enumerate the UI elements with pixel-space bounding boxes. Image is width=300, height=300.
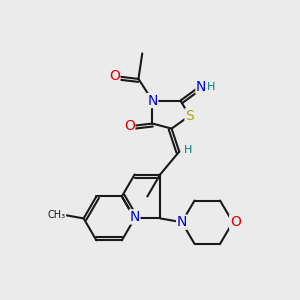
Text: S: S <box>185 109 194 123</box>
Text: H: H <box>184 145 192 155</box>
Text: N: N <box>177 215 187 229</box>
Text: O: O <box>109 69 120 83</box>
Text: N: N <box>147 94 158 108</box>
Text: N: N <box>129 210 140 224</box>
Text: N: N <box>196 80 206 94</box>
Text: O: O <box>230 215 241 229</box>
Text: CH₃: CH₃ <box>47 210 66 220</box>
Text: O: O <box>124 119 135 133</box>
Text: H: H <box>207 82 215 92</box>
